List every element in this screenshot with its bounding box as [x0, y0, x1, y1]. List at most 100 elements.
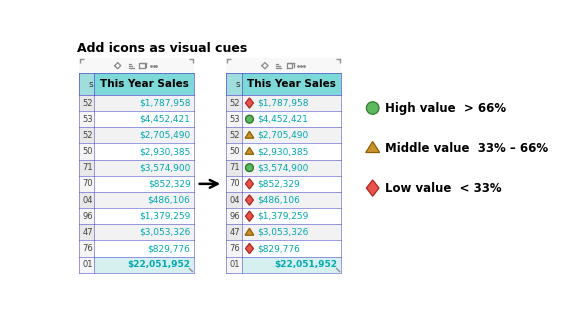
- Bar: [79, 127, 194, 143]
- Bar: [226, 111, 242, 127]
- Text: $22,051,952: $22,051,952: [127, 260, 190, 269]
- Bar: [226, 73, 242, 95]
- Bar: [226, 143, 341, 160]
- Text: $1,379,259: $1,379,259: [139, 212, 190, 221]
- Text: $486,106: $486,106: [148, 195, 190, 205]
- Bar: [226, 160, 341, 176]
- Bar: [79, 95, 94, 111]
- Polygon shape: [246, 195, 253, 205]
- Bar: [226, 73, 341, 95]
- Text: 96: 96: [229, 212, 240, 221]
- Bar: [226, 240, 242, 257]
- Circle shape: [367, 102, 379, 114]
- Polygon shape: [367, 180, 379, 196]
- Text: $829,776: $829,776: [148, 244, 190, 253]
- Text: 70: 70: [82, 179, 93, 189]
- Polygon shape: [366, 142, 379, 152]
- Text: Add icons as visual cues: Add icons as visual cues: [77, 42, 247, 55]
- Text: s: s: [236, 80, 240, 89]
- Polygon shape: [245, 228, 254, 235]
- Text: 04: 04: [83, 195, 93, 205]
- Bar: [226, 95, 341, 111]
- Bar: [226, 58, 341, 73]
- Text: Middle value  33% – 66%: Middle value 33% – 66%: [385, 141, 548, 155]
- Text: $22,051,952: $22,051,952: [275, 260, 338, 269]
- Text: $2,705,490: $2,705,490: [257, 131, 308, 140]
- Bar: [79, 58, 194, 73]
- Text: 52: 52: [83, 131, 93, 140]
- Bar: [79, 257, 94, 273]
- Text: $4,452,421: $4,452,421: [140, 115, 190, 124]
- Bar: [79, 192, 194, 208]
- Bar: [79, 160, 194, 176]
- Text: 96: 96: [82, 212, 93, 221]
- Bar: [226, 160, 242, 176]
- Text: $852,329: $852,329: [257, 179, 300, 189]
- Text: 53: 53: [229, 115, 240, 124]
- Text: 50: 50: [83, 147, 93, 156]
- Bar: [226, 240, 341, 257]
- Text: Low value  < 33%: Low value < 33%: [385, 182, 502, 194]
- Bar: [79, 208, 194, 224]
- Text: 70: 70: [229, 179, 240, 189]
- Text: $2,930,385: $2,930,385: [139, 147, 190, 156]
- Text: 01: 01: [230, 260, 240, 269]
- Bar: [79, 240, 194, 257]
- Bar: [79, 95, 194, 111]
- Text: $4,452,421: $4,452,421: [257, 115, 308, 124]
- Bar: [79, 176, 194, 192]
- Text: $1,787,958: $1,787,958: [139, 98, 190, 108]
- Text: 76: 76: [229, 244, 240, 253]
- Bar: [226, 257, 242, 273]
- Text: 71: 71: [82, 163, 93, 172]
- Bar: [79, 143, 94, 160]
- Text: $486,106: $486,106: [257, 195, 300, 205]
- Text: $1,379,259: $1,379,259: [257, 212, 308, 221]
- Text: $1,787,958: $1,787,958: [257, 98, 308, 108]
- Bar: [79, 176, 94, 192]
- Text: 50: 50: [230, 147, 240, 156]
- Polygon shape: [246, 243, 253, 254]
- Text: 52: 52: [230, 98, 240, 108]
- Text: $2,930,385: $2,930,385: [257, 147, 308, 156]
- Text: 53: 53: [82, 115, 93, 124]
- Text: $3,574,900: $3,574,900: [139, 163, 190, 172]
- Circle shape: [246, 164, 253, 171]
- Bar: [226, 127, 242, 143]
- Text: High value  > 66%: High value > 66%: [385, 102, 506, 114]
- Text: $3,053,326: $3,053,326: [257, 228, 308, 237]
- Text: 52: 52: [230, 131, 240, 140]
- Bar: [79, 208, 94, 224]
- Bar: [79, 192, 94, 208]
- Text: 47: 47: [82, 228, 93, 237]
- Bar: [79, 240, 94, 257]
- Bar: [79, 257, 194, 273]
- Bar: [79, 224, 94, 240]
- Bar: [226, 192, 242, 208]
- Text: $2,705,490: $2,705,490: [139, 131, 190, 140]
- Polygon shape: [245, 131, 254, 138]
- Polygon shape: [246, 98, 253, 108]
- Bar: [226, 143, 242, 160]
- Polygon shape: [246, 211, 253, 221]
- Bar: [79, 58, 194, 273]
- Text: $852,329: $852,329: [148, 179, 190, 189]
- Text: $3,053,326: $3,053,326: [139, 228, 190, 237]
- Text: 47: 47: [229, 228, 240, 237]
- Text: $3,574,900: $3,574,900: [257, 163, 308, 172]
- Polygon shape: [245, 147, 254, 154]
- Bar: [226, 176, 341, 192]
- Bar: [226, 224, 341, 240]
- Bar: [226, 176, 242, 192]
- Text: 04: 04: [230, 195, 240, 205]
- Bar: [79, 111, 94, 127]
- Bar: [79, 73, 94, 95]
- Bar: [226, 208, 242, 224]
- Bar: [226, 192, 341, 208]
- Text: 71: 71: [229, 163, 240, 172]
- Circle shape: [246, 115, 253, 123]
- Bar: [79, 127, 94, 143]
- Text: This Year Sales: This Year Sales: [100, 79, 189, 89]
- Bar: [226, 224, 242, 240]
- Polygon shape: [246, 179, 253, 189]
